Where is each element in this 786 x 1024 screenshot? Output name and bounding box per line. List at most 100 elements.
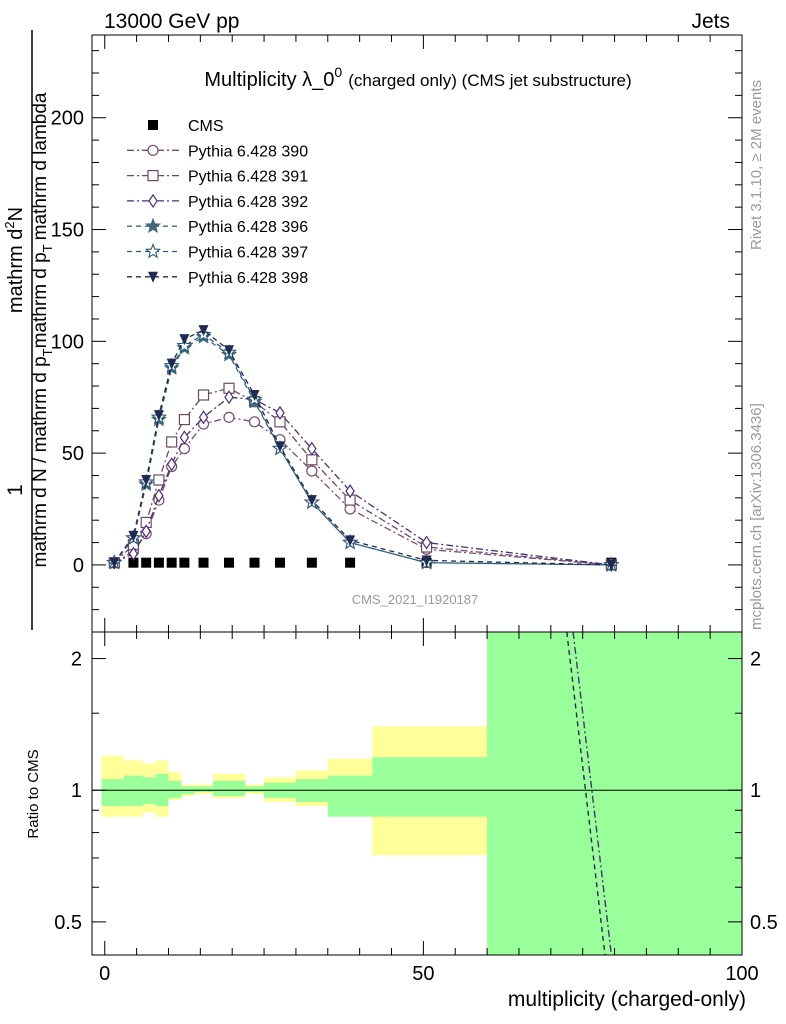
- ratio-line-1: [566, 631, 606, 956]
- data-point: [128, 546, 139, 561]
- main-ytick-label: 50: [62, 443, 84, 465]
- main-title-sup: 0: [334, 64, 342, 80]
- data-point: [179, 334, 190, 346]
- ratio-tick-labels: 0.5 0.5 1 1 2 2 0 50 100: [54, 649, 778, 985]
- ratio-bands: [92, 632, 742, 955]
- data-point: [224, 345, 235, 357]
- ratio-ytick-label-right: 2: [750, 649, 761, 671]
- ratio-ylabel: Ratio to CMS: [25, 749, 42, 838]
- data-point: [141, 557, 152, 568]
- ratio-series: [566, 631, 613, 956]
- main-ticks: [92, 35, 743, 632]
- series-6: [109, 325, 617, 571]
- legend-label: CMS: [188, 118, 224, 135]
- data-point: [154, 488, 164, 503]
- legend-entry-0: CMS: [148, 118, 224, 135]
- series-line: [113, 387, 612, 566]
- data-point: [224, 557, 235, 568]
- ratio-ytick-label-left: 1: [71, 780, 82, 802]
- header-right: Jets: [691, 10, 730, 33]
- data-point: [274, 557, 285, 568]
- ratio-xtick-label: 50: [412, 963, 434, 985]
- ratio-frame: [91, 631, 743, 956]
- legend-label: Pythia 6.428 392: [188, 194, 308, 211]
- ylabel-denominator: mathrm d N / mathrm d pTmathrm d pTmathr…: [30, 92, 55, 567]
- data-point: [176, 337, 193, 353]
- data-point: [306, 557, 317, 568]
- legend-label: Pythia 6.428 398: [188, 270, 308, 287]
- legend-entry-2: Pythia 6.428 391: [127, 169, 308, 186]
- ratio-ytick-label-left: 0.5: [54, 912, 82, 934]
- main-ytick-label: 150: [51, 220, 84, 242]
- data-point: [421, 555, 432, 567]
- band-green: [327, 775, 373, 817]
- data-point: [153, 557, 164, 568]
- legend-marker: [147, 144, 159, 156]
- data-point: [153, 474, 165, 486]
- main-ytick-label: 0: [73, 555, 84, 577]
- series-line: [113, 336, 612, 566]
- data-point: [166, 557, 177, 568]
- data-point: [128, 557, 139, 568]
- band-green: [168, 780, 182, 798]
- legend-marker: [147, 170, 159, 182]
- data-point: [224, 390, 234, 405]
- header-left: 13000 GeV pp: [104, 10, 239, 33]
- legend-marker: [148, 193, 158, 208]
- x-axis-label: multiplicity (charged-only): [508, 988, 746, 1011]
- data-point: [249, 389, 260, 401]
- data-point: [306, 454, 318, 466]
- legend-marker: [148, 120, 158, 130]
- legend-label: Pythia 6.428 397: [188, 245, 308, 262]
- main-ytick-label: 200: [51, 108, 84, 130]
- data-point: [606, 559, 617, 571]
- data-point: [249, 557, 260, 568]
- main-ylabel: 1 mathrm d2N mathrm d N / mathrm d pTmat…: [2, 30, 55, 630]
- main-title-text: Multiplicity λ_0: [204, 69, 334, 91]
- band-green: [101, 779, 124, 807]
- data-point: [306, 495, 317, 507]
- legend: CMS Pythia 6.428 390 Pythia 6.428 391 Pythi…: [127, 118, 308, 287]
- ratio-xtick-label: 0: [99, 963, 110, 985]
- data-point: [198, 325, 209, 337]
- ratio-xtick-label: 100: [725, 963, 758, 985]
- legend-entry-3: Pythia 6.428 392: [127, 193, 308, 211]
- data-point: [306, 465, 318, 477]
- data-point: [166, 358, 177, 370]
- data-point: [179, 430, 190, 445]
- watermark: CMS_2021_I1920187: [352, 592, 479, 607]
- series-3: [109, 390, 617, 573]
- legend-marker: [148, 271, 158, 283]
- data-point: [141, 524, 151, 539]
- legend-marker: [144, 217, 162, 234]
- data-point: [345, 557, 356, 568]
- ratio-panel: 0.5 0.5 1 1 2 2 0 50 100 Ratio to CMS multiplici…: [25, 631, 778, 1011]
- main-title-suffix: (charged only) (CMS jet substructure): [348, 71, 631, 90]
- data-point: [178, 413, 191, 426]
- rivet-label: Rivet 3.1.10, ≥ 2M events: [748, 80, 765, 250]
- ratio-ytick-label-right: 1: [750, 780, 761, 802]
- data-point: [223, 411, 235, 423]
- main-series: [106, 325, 620, 573]
- data-point: [307, 441, 317, 456]
- data-point: [109, 557, 120, 569]
- ratio-ytick-label-left: 2: [71, 649, 82, 671]
- main-y-tick-labels: 0 50 100 150 200: [51, 108, 84, 577]
- legend-label: Pythia 6.428 396: [188, 219, 308, 236]
- data-point: [274, 441, 285, 453]
- legend-entry-1: Pythia 6.428 390: [127, 143, 308, 160]
- data-point: [248, 416, 261, 428]
- data-point: [421, 535, 432, 550]
- data-point: [197, 389, 210, 401]
- ratio-line-0: [572, 631, 613, 956]
- band-green: [487, 632, 742, 955]
- data-point: [153, 410, 164, 422]
- band-green: [213, 780, 245, 797]
- legend-entry-4: Pythia 6.428 396: [127, 217, 308, 236]
- data-point: [345, 535, 356, 547]
- legend-marker: [144, 242, 162, 259]
- data-point: [275, 405, 285, 420]
- data-point: [166, 457, 177, 472]
